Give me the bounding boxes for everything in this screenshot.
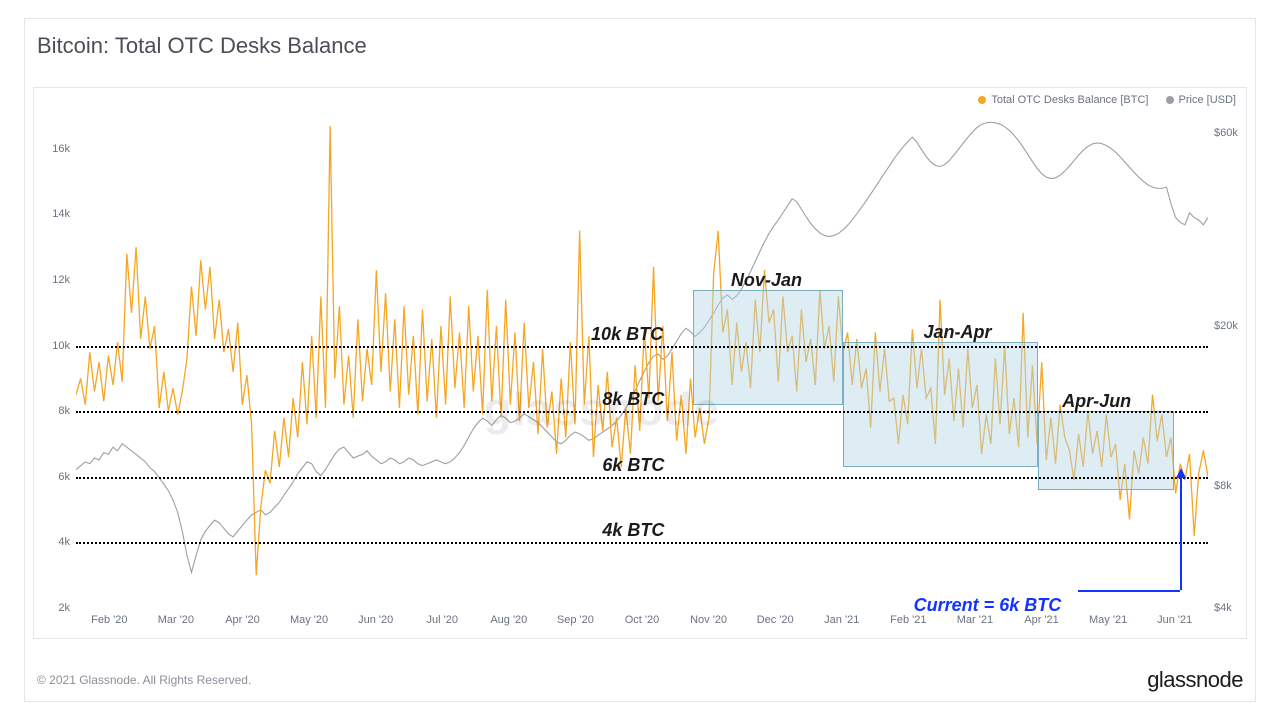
chart-frame: Bitcoin: Total OTC Desks Balance Total O…: [24, 18, 1256, 702]
x-tick: Apr '20: [225, 608, 260, 626]
legend-item-otc: Total OTC Desks Balance [BTC]: [978, 94, 1148, 106]
x-tick: May '20: [290, 608, 328, 626]
current-connector-v: [1180, 477, 1182, 590]
highlight-band: [843, 342, 1038, 467]
legend-label: Total OTC Desks Balance [BTC]: [991, 94, 1148, 106]
reference-label: 4k BTC: [602, 520, 664, 541]
y-left-tick: 8k: [58, 405, 76, 417]
x-tick: Jan '21: [824, 608, 859, 626]
band-label: Nov-Jan: [731, 270, 802, 291]
legend-dot-icon: [1166, 96, 1174, 104]
arrow-up-icon: [1176, 468, 1186, 478]
reference-line: [76, 542, 1208, 544]
y-right-tick: $20k: [1208, 320, 1238, 332]
x-tick: Dec '20: [757, 608, 794, 626]
series-line: [76, 126, 1208, 575]
current-connector-h: [1078, 590, 1180, 592]
y-left-tick: 16k: [52, 143, 76, 155]
y-right-tick: $60k: [1208, 127, 1238, 139]
legend: Total OTC Desks Balance [BTC] Price [USD…: [964, 94, 1236, 107]
band-label: Jan-Apr: [923, 322, 991, 343]
brand-logo: glassnode: [1147, 667, 1243, 693]
reference-label: 6k BTC: [602, 455, 664, 476]
legend-item-price: Price [USD]: [1166, 94, 1236, 106]
reference-line: [76, 411, 1208, 413]
chart-box: Total OTC Desks Balance [BTC] Price [USD…: [33, 87, 1247, 639]
x-tick: Jun '20: [358, 608, 393, 626]
y-left-tick: 14k: [52, 208, 76, 220]
y-left-tick: 10k: [52, 340, 76, 352]
x-tick: Oct '20: [625, 608, 660, 626]
legend-label: Price [USD]: [1179, 94, 1236, 106]
reference-label: 8k BTC: [602, 389, 664, 410]
x-tick: May '21: [1089, 608, 1127, 626]
reference-line: [76, 477, 1208, 479]
chart-title: Bitcoin: Total OTC Desks Balance: [37, 33, 367, 59]
legend-dot-icon: [978, 96, 986, 104]
x-tick: Aug '20: [490, 608, 527, 626]
x-tick: Jun '21: [1157, 608, 1192, 626]
x-tick: Nov '20: [690, 608, 727, 626]
y-left-tick: 4k: [58, 536, 76, 548]
x-tick: Mar '20: [158, 608, 194, 626]
reference-line: [76, 346, 1208, 348]
x-tick: Sep '20: [557, 608, 594, 626]
x-tick: Jul '20: [427, 608, 458, 626]
current-annotation: Current = 6k BTC: [914, 595, 1062, 616]
band-label: Apr-Jun: [1062, 391, 1131, 412]
x-tick: Feb '20: [91, 608, 127, 626]
y-right-tick: $4k: [1208, 602, 1232, 614]
y-left-tick: 6k: [58, 471, 76, 483]
y-left-tick: 2k: [58, 602, 76, 614]
y-right-tick: $8k: [1208, 480, 1232, 492]
reference-label: 10k BTC: [591, 324, 663, 345]
plot-area: 2k4k6k8k10k12k14k16k$4k$8k$20k$60kFeb '2…: [76, 116, 1208, 608]
copyright: © 2021 Glassnode. All Rights Reserved.: [37, 673, 251, 687]
y-left-tick: 12k: [52, 274, 76, 286]
